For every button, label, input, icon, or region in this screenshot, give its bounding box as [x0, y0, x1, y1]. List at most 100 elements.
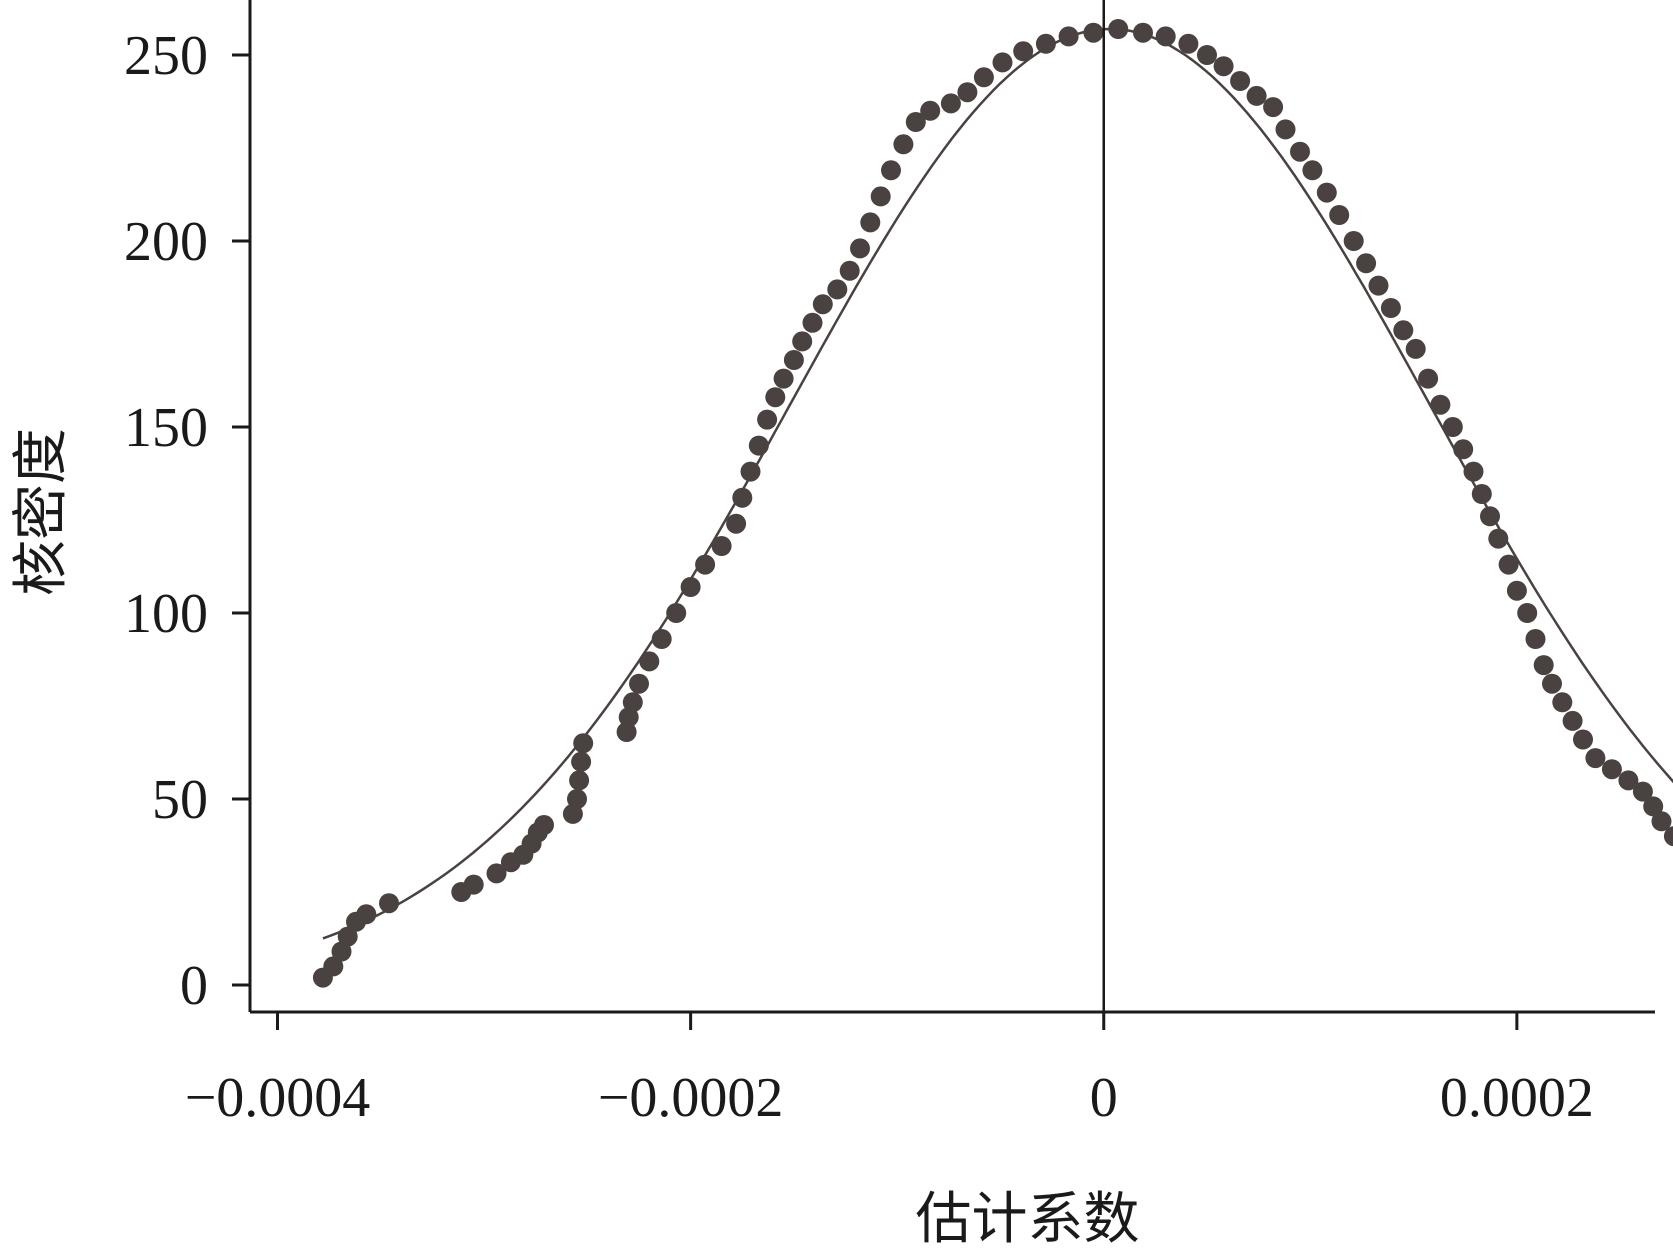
- density-point: [463, 874, 484, 895]
- density-point: [973, 67, 994, 88]
- density-point: [1263, 97, 1284, 118]
- density-point: [920, 100, 941, 121]
- density-point: [740, 461, 761, 482]
- density-point: [1213, 56, 1234, 77]
- density-point: [827, 279, 848, 300]
- density-point: [957, 82, 978, 103]
- density-point: [1329, 205, 1350, 225]
- x-tick-label: 0.0002: [1440, 1067, 1594, 1129]
- density-point: [1108, 19, 1129, 39]
- density-point: [1343, 231, 1364, 251]
- density-point: [1083, 22, 1104, 43]
- density-point: [1013, 41, 1034, 62]
- density-point: [748, 435, 769, 456]
- density-point: [695, 554, 716, 575]
- density-point: [1356, 253, 1377, 274]
- density-point: [1380, 298, 1401, 318]
- y-axis-ticks: 0 50 100 150 200 250: [124, 25, 250, 1017]
- density-point: [1643, 796, 1664, 817]
- x-axis-title: 估计系数: [916, 1187, 1140, 1248]
- density-point: [1316, 182, 1337, 203]
- density-point: [629, 673, 649, 694]
- density-point: [1368, 275, 1389, 296]
- y-tick-label: 250: [124, 25, 208, 87]
- axes-layer: [248, 0, 1655, 1014]
- density-point: [567, 789, 587, 809]
- density-point: [1517, 603, 1538, 623]
- y-axis-title: 核密度: [9, 428, 74, 596]
- x-tick-label: 0: [1090, 1067, 1118, 1129]
- density-point: [1498, 554, 1519, 575]
- density-point: [1601, 759, 1622, 780]
- density-point: [893, 134, 914, 155]
- density-point: [812, 294, 833, 315]
- x-tick-label: −0.0004: [185, 1067, 371, 1129]
- density-points-layer: [312, 19, 1673, 988]
- density-point: [1542, 673, 1562, 694]
- normal-curve-layer: [322, 27, 1673, 940]
- density-point: [905, 112, 926, 132]
- density-point: [1442, 417, 1463, 437]
- density-point: [711, 536, 732, 556]
- density-point: [1552, 692, 1573, 713]
- density-point: [1035, 33, 1056, 54]
- density-point: [732, 487, 753, 508]
- density-point: [680, 577, 701, 597]
- density-point: [573, 733, 594, 754]
- density-point: [534, 815, 554, 835]
- density-point: [773, 368, 794, 389]
- density-point: [1230, 71, 1251, 91]
- density-point: [639, 651, 660, 672]
- density-point: [1562, 710, 1583, 731]
- density-point: [1058, 26, 1079, 47]
- density-point: [569, 770, 590, 791]
- density-point: [1275, 119, 1296, 140]
- density-point: [870, 186, 891, 207]
- density-point: [337, 926, 358, 947]
- density-point: [1573, 729, 1593, 750]
- density-point: [1133, 22, 1153, 43]
- density-point: [765, 387, 786, 408]
- density-point: [1471, 484, 1492, 504]
- density-point: [651, 629, 672, 649]
- y-tick-label: 50: [152, 769, 208, 831]
- density-point: [1178, 33, 1199, 54]
- density-point: [616, 722, 637, 742]
- density-point: [1585, 748, 1606, 769]
- density-point: [1463, 461, 1484, 482]
- normal-curve: [322, 27, 1673, 940]
- density-point: [1663, 826, 1673, 847]
- density-point: [726, 513, 747, 534]
- density-point: [1488, 528, 1509, 549]
- y-tick-label: 100: [124, 583, 208, 645]
- density-point: [1506, 580, 1527, 601]
- density-point: [1418, 368, 1439, 389]
- density-point: [1533, 655, 1554, 676]
- density-point: [1302, 160, 1323, 181]
- density-point: [940, 93, 961, 114]
- density-point: [783, 350, 804, 370]
- density-point: [1290, 141, 1310, 162]
- y-tick-label: 200: [124, 211, 208, 273]
- density-point: [323, 956, 344, 977]
- y-tick-label: 0: [180, 955, 208, 1017]
- density-point: [1430, 394, 1451, 415]
- density-point: [1405, 338, 1426, 359]
- density-point: [622, 692, 643, 713]
- density-point: [1155, 26, 1176, 47]
- density-point: [486, 863, 507, 884]
- density-point: [1393, 320, 1414, 341]
- density-point: [1197, 45, 1217, 65]
- density-point: [379, 893, 399, 914]
- y-tick-label: 150: [124, 397, 208, 459]
- density-point: [666, 603, 687, 623]
- density-point: [1632, 781, 1653, 802]
- density-point: [860, 212, 881, 233]
- density-point: [1480, 506, 1500, 527]
- density-point: [881, 160, 901, 181]
- density-point: [839, 260, 860, 281]
- density-point: [992, 52, 1013, 73]
